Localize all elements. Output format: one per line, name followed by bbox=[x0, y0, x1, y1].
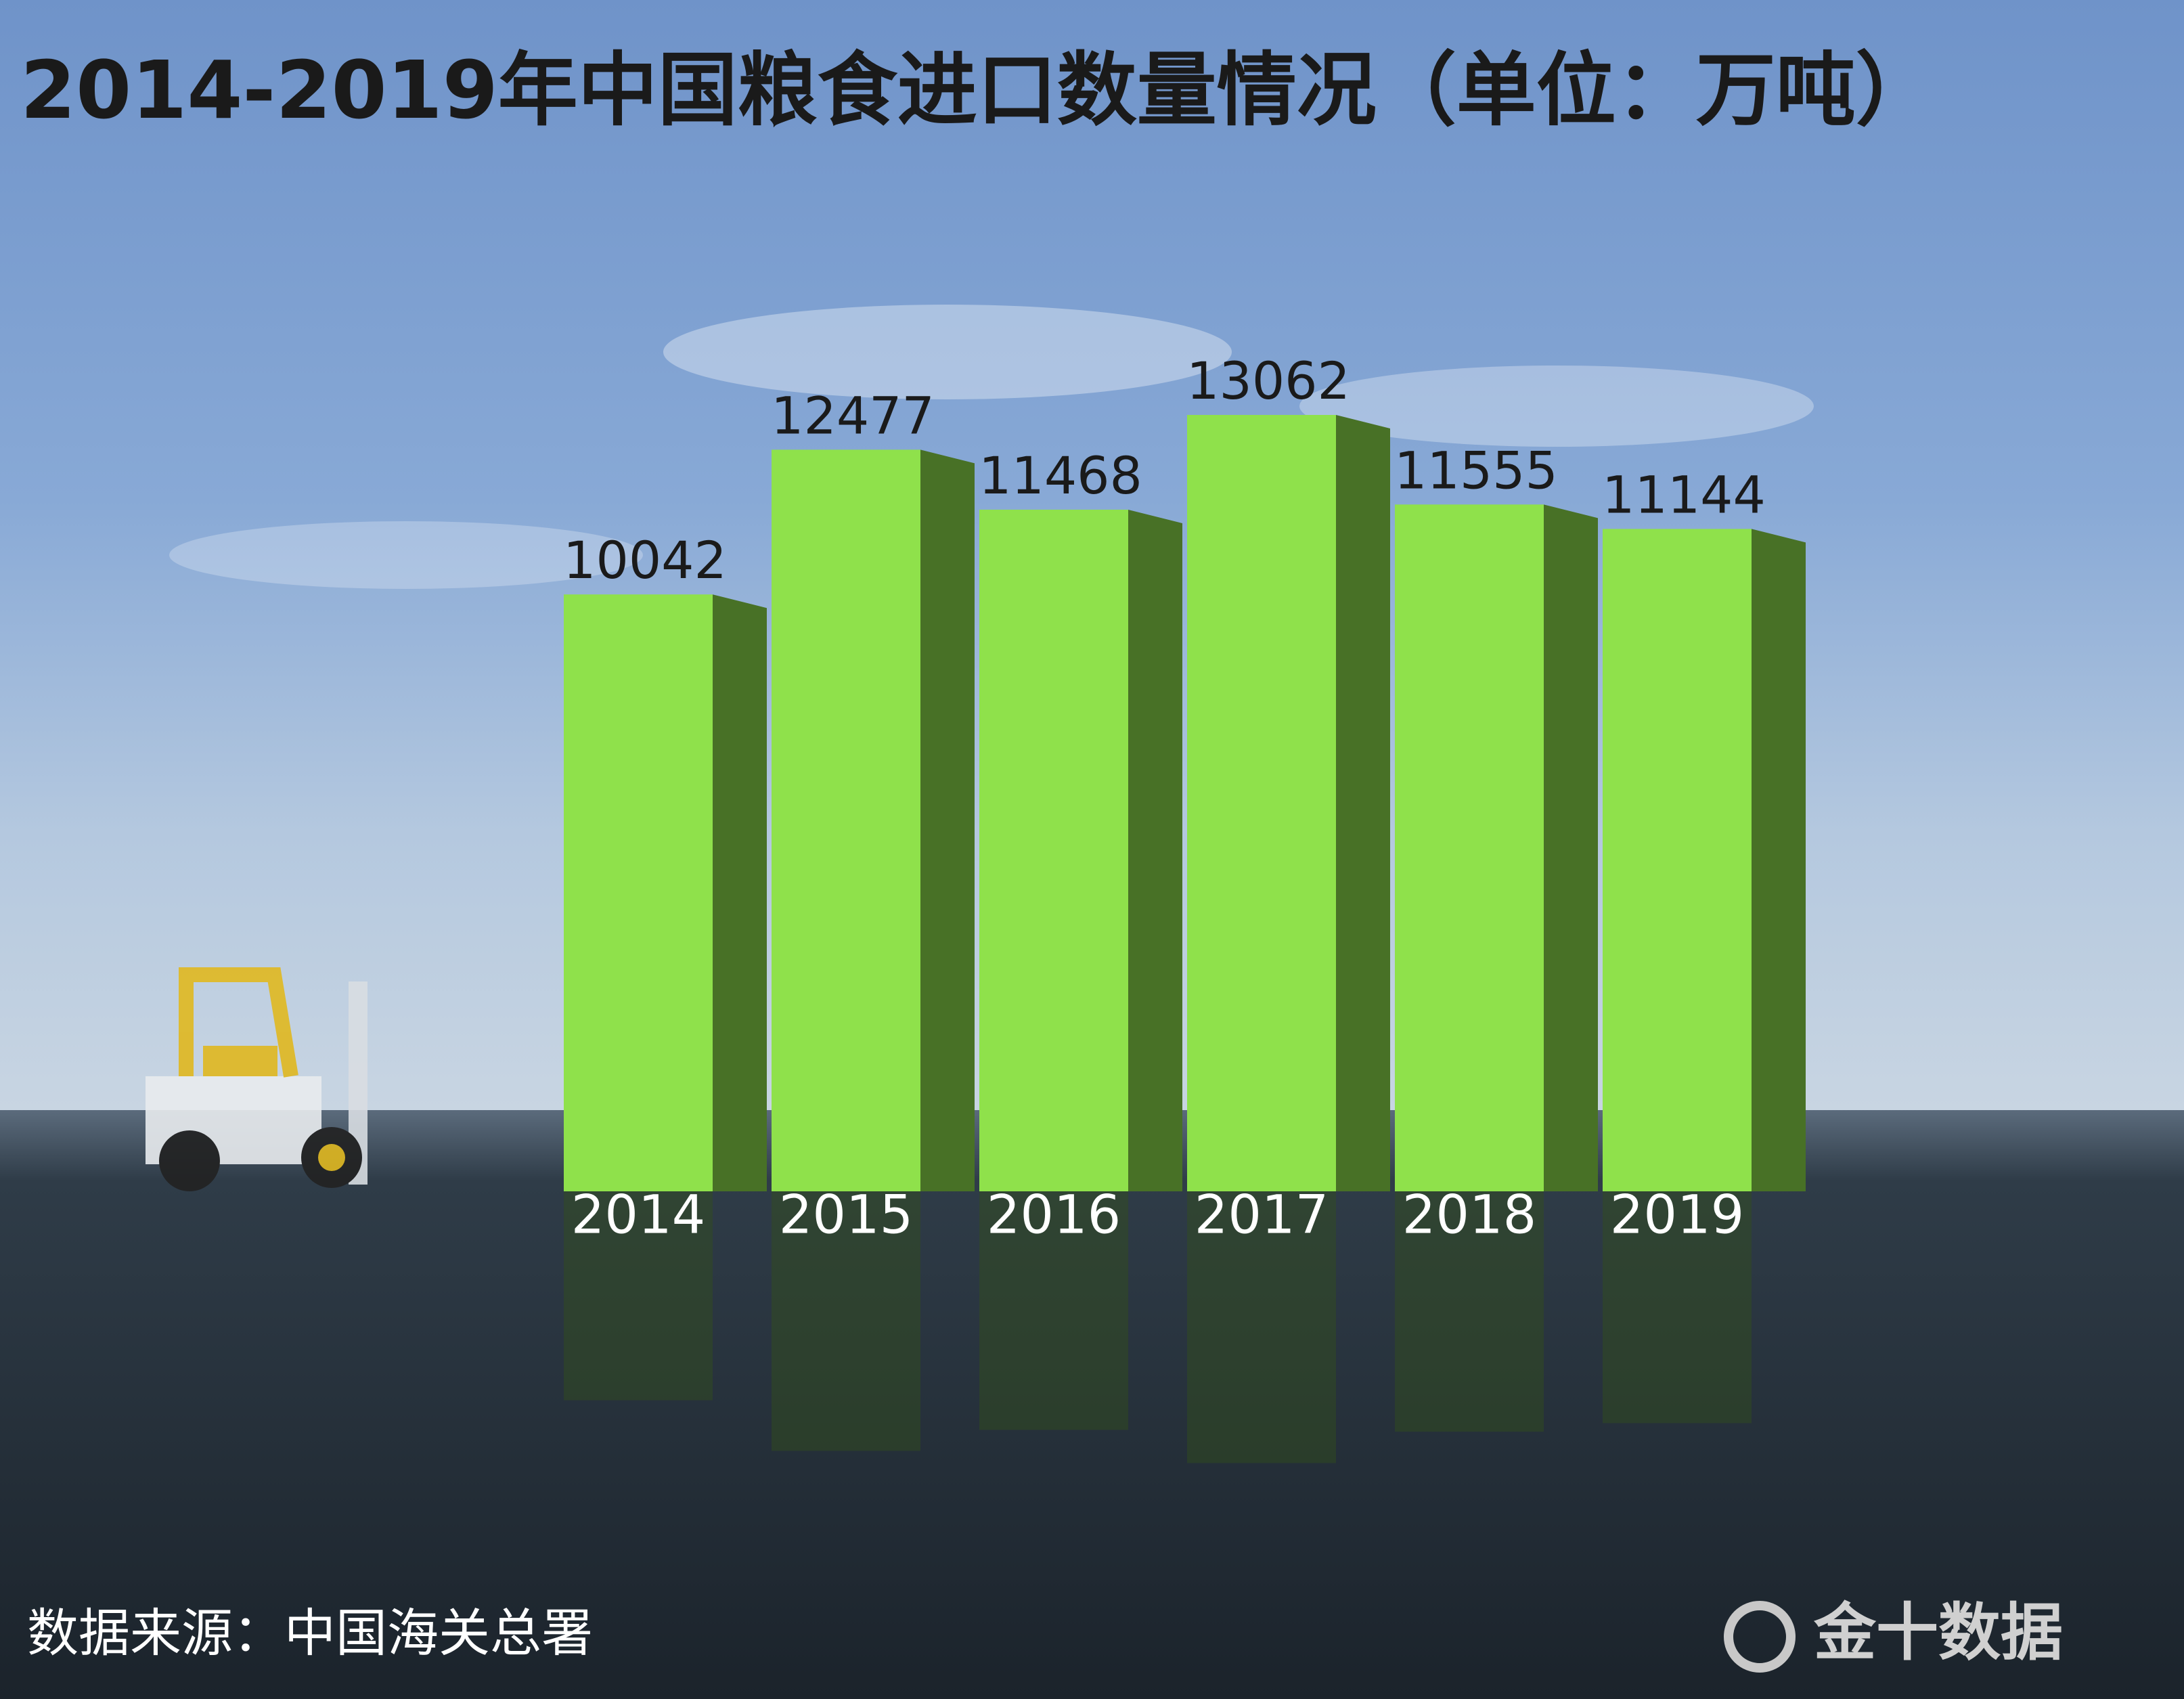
value-label: 13062 bbox=[1186, 351, 1350, 411]
bars: 10042 2014 12477 2015 11468 2016 13062 2017 1155… bbox=[563, 351, 1806, 1463]
logo-text: 金十数据 bbox=[1813, 1596, 2063, 1669]
value-label: 11555 bbox=[1394, 440, 1558, 500]
x-tick-label: 2017 bbox=[1195, 1185, 1329, 1245]
forklift-cab bbox=[179, 967, 298, 1078]
water-floor bbox=[0, 1110, 2184, 1699]
x-tick-label: 2018 bbox=[1402, 1185, 1537, 1245]
cloud bbox=[663, 305, 1232, 399]
bar-reflection bbox=[1395, 1191, 1544, 1432]
bar-side bbox=[920, 449, 975, 1191]
bar-reflection bbox=[564, 1191, 713, 1400]
x-tick-label: 2014 bbox=[571, 1185, 706, 1245]
bar bbox=[564, 594, 713, 1191]
x-tick-label: 2015 bbox=[779, 1185, 914, 1245]
cloud bbox=[169, 521, 643, 589]
x-tick-label: 2019 bbox=[1610, 1185, 1745, 1245]
chart-title: 2014-2019年中国粮食进口数量情况（单位：万吨） bbox=[20, 43, 1936, 137]
forklift-wheel bbox=[159, 1130, 220, 1191]
bar-side bbox=[713, 594, 767, 1191]
logo-icon bbox=[1724, 1601, 1796, 1673]
bar bbox=[1187, 415, 1336, 1191]
bar-reflection bbox=[979, 1191, 1128, 1430]
bar bbox=[979, 509, 1128, 1191]
value-label: 11144 bbox=[1602, 464, 1766, 525]
bar-side bbox=[1544, 504, 1598, 1191]
forklift bbox=[146, 967, 367, 1191]
bar bbox=[1603, 529, 1752, 1191]
bar bbox=[772, 449, 920, 1191]
forklift-hub bbox=[318, 1144, 345, 1171]
bar-reflection bbox=[772, 1191, 920, 1451]
bar-reflection bbox=[1603, 1191, 1752, 1424]
bar-reflection bbox=[1187, 1191, 1336, 1463]
x-tick-label: 2016 bbox=[987, 1185, 1121, 1245]
cloud bbox=[1299, 366, 1814, 447]
forklift-seat bbox=[203, 1046, 277, 1076]
value-label: 12477 bbox=[771, 385, 935, 445]
value-label: 11468 bbox=[979, 445, 1142, 506]
bar-side bbox=[1752, 529, 1806, 1191]
value-label: 10042 bbox=[563, 530, 727, 590]
source-note: 数据来源：中国海关总署 bbox=[27, 1603, 593, 1663]
bar-side bbox=[1128, 509, 1182, 1191]
bar bbox=[1395, 504, 1544, 1191]
bar-side bbox=[1336, 415, 1390, 1191]
